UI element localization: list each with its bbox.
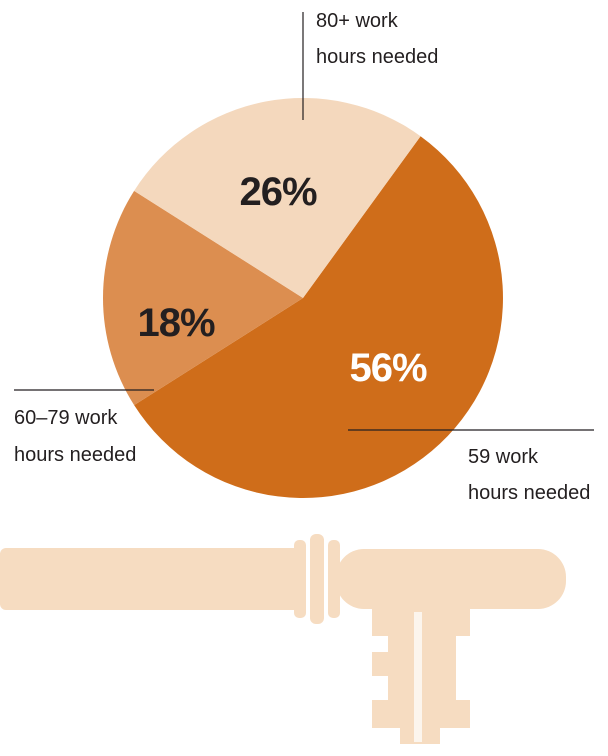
callout-80plus-line-1: 80+ work	[316, 10, 399, 32]
key-bit-notch	[414, 612, 422, 742]
callout-80plus-line-2: hours needed	[316, 46, 438, 68]
callout-60-79-line-2: hours needed	[14, 444, 136, 466]
key-shaft-end	[336, 549, 566, 609]
pie-slice-18	[102, 190, 304, 406]
pie-slice-56	[134, 136, 503, 498]
callout-59: 59 work hours needed	[468, 446, 590, 504]
key-collar-ring-3	[328, 540, 340, 618]
leader-lines	[14, 12, 594, 431]
pie-slices	[102, 97, 503, 498]
key-icon	[0, 534, 566, 744]
pie-slice-26	[134, 97, 421, 298]
callout-59-line-2: hours needed	[468, 482, 590, 504]
callout-59-line-1: 59 work	[468, 446, 539, 468]
slice-label-26: 26%	[239, 170, 316, 214]
callout-60-79-line-1: 60–79 work	[14, 407, 118, 429]
key-collar-ring-1	[294, 540, 306, 618]
key-shaft	[0, 548, 300, 610]
callout-60-79: 60–79 work hours needed	[14, 407, 136, 466]
slice-label-56: 56%	[349, 346, 426, 390]
callout-80plus: 80+ work hours needed	[316, 10, 438, 68]
key-collar-ring-2	[310, 534, 324, 624]
slice-label-18: 18%	[137, 301, 214, 345]
